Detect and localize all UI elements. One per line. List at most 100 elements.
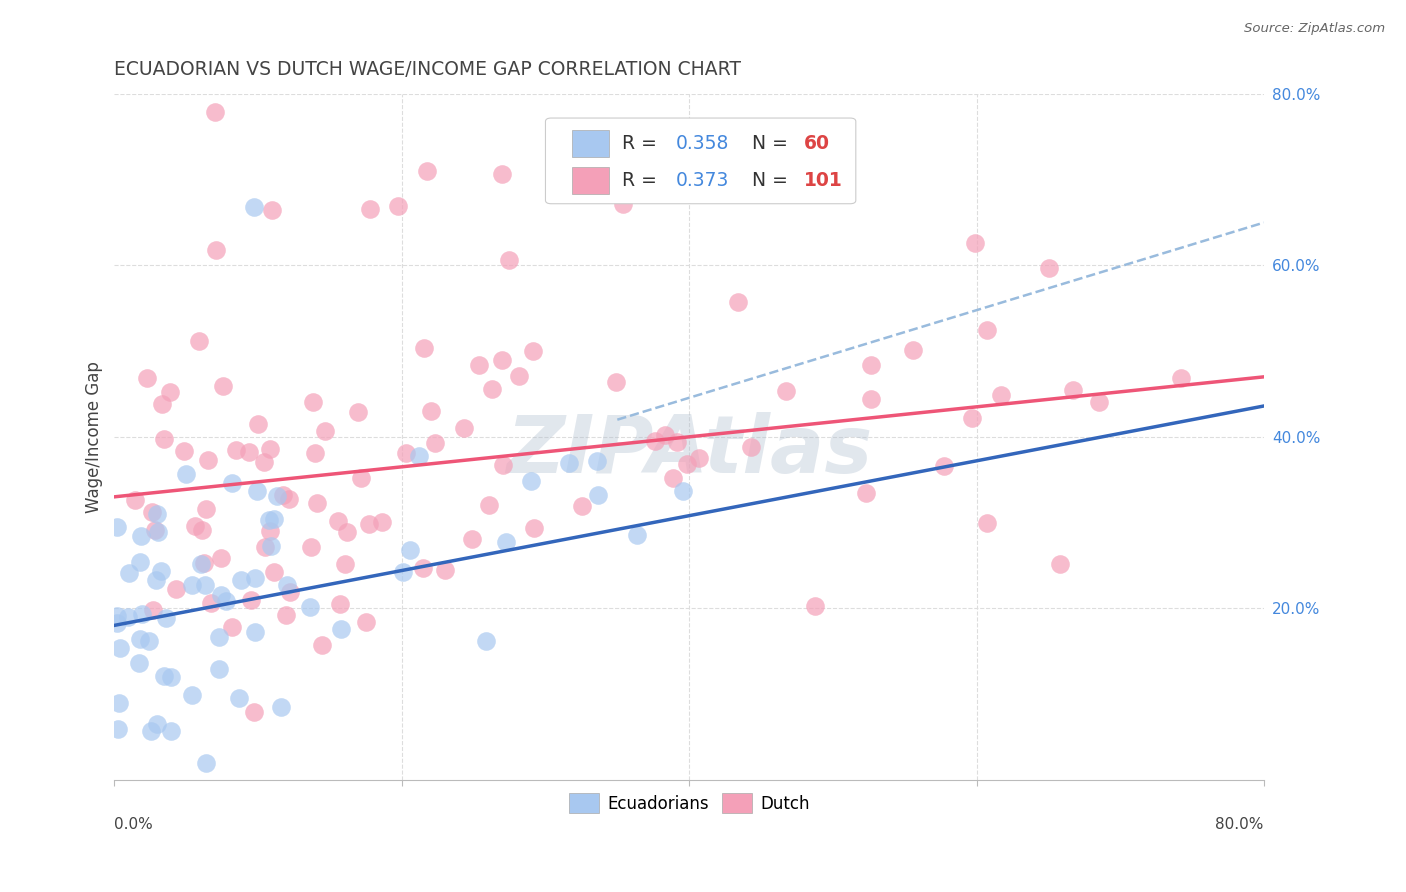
Point <box>359 517 381 532</box>
Point <box>740 440 762 454</box>
Point <box>299 540 322 554</box>
Point <box>491 167 513 181</box>
Point <box>330 622 353 636</box>
Point <box>190 558 212 572</box>
Text: ZIPAtlas: ZIPAtlas <box>506 411 872 490</box>
Point <box>263 566 285 580</box>
Point <box>326 514 349 528</box>
Point <box>200 596 222 610</box>
Text: 0.358: 0.358 <box>675 134 728 153</box>
Point <box>522 521 544 535</box>
Point <box>191 523 214 537</box>
Point <box>221 619 243 633</box>
Point <box>108 696 131 710</box>
Text: 101: 101 <box>804 171 842 190</box>
Point <box>586 488 609 502</box>
Point <box>215 593 238 607</box>
Point <box>727 295 749 310</box>
Point <box>626 528 648 542</box>
Point <box>159 670 181 684</box>
Point <box>146 716 169 731</box>
Point <box>356 615 378 629</box>
Point <box>204 243 226 257</box>
Text: 0.0%: 0.0% <box>114 817 153 832</box>
Point <box>105 609 128 624</box>
Point <box>139 723 162 738</box>
Text: R =: R = <box>623 134 664 153</box>
Point <box>1087 395 1109 409</box>
Point <box>165 582 187 596</box>
Point <box>299 599 322 614</box>
Point <box>522 343 544 358</box>
Point <box>305 496 328 510</box>
Point <box>605 375 627 389</box>
Point <box>145 573 167 587</box>
Point <box>209 588 232 602</box>
Point <box>976 516 998 530</box>
Point <box>128 555 150 569</box>
Point <box>654 427 676 442</box>
Point <box>644 434 666 448</box>
Point <box>586 453 609 467</box>
Point <box>128 656 150 670</box>
Point <box>666 434 689 449</box>
Point <box>228 691 250 706</box>
Point <box>270 699 292 714</box>
Point <box>1038 261 1060 276</box>
Point <box>333 557 356 571</box>
Point <box>855 486 877 500</box>
Point <box>243 625 266 640</box>
Point <box>976 323 998 337</box>
Point <box>259 442 281 457</box>
Point <box>194 578 217 592</box>
Point <box>495 535 517 549</box>
Legend: Ecuadorians, Dutch: Ecuadorians, Dutch <box>562 787 817 819</box>
Point <box>672 483 695 498</box>
Point <box>184 519 207 533</box>
Point <box>860 359 883 373</box>
Point <box>412 341 434 355</box>
Point <box>1049 557 1071 571</box>
Text: ECUADORIAN VS DUTCH WAGE/INCOME GAP CORRELATION CHART: ECUADORIAN VS DUTCH WAGE/INCOME GAP CORR… <box>114 60 741 78</box>
Point <box>193 556 215 570</box>
Point <box>260 203 283 218</box>
Point <box>108 640 131 655</box>
Point <box>238 445 260 459</box>
Text: 80.0%: 80.0% <box>1216 817 1264 832</box>
Point <box>934 458 956 473</box>
Point <box>195 502 218 516</box>
Point <box>176 467 198 481</box>
Point <box>247 417 270 431</box>
Point <box>412 561 434 575</box>
Point <box>150 397 173 411</box>
Text: N =: N = <box>740 171 793 190</box>
Point <box>491 458 513 472</box>
Point <box>225 442 247 457</box>
Point <box>105 615 128 630</box>
Point <box>207 662 229 676</box>
Point <box>253 455 276 469</box>
Point <box>571 499 593 513</box>
Point <box>150 564 173 578</box>
Point <box>453 420 475 434</box>
Point <box>197 453 219 467</box>
Point <box>612 197 634 211</box>
Point <box>160 724 183 739</box>
Point <box>859 392 882 406</box>
Point <box>416 164 439 178</box>
Point <box>243 200 266 214</box>
Point <box>129 529 152 543</box>
Point <box>221 476 243 491</box>
FancyBboxPatch shape <box>572 167 609 194</box>
Point <box>276 578 298 592</box>
Point <box>204 105 226 120</box>
Point <box>187 334 209 348</box>
Point <box>181 578 204 592</box>
Point <box>107 520 129 534</box>
Point <box>212 379 235 393</box>
Point <box>259 524 281 538</box>
Point <box>491 353 513 368</box>
Point <box>399 543 422 558</box>
Point <box>263 512 285 526</box>
Point <box>461 532 484 546</box>
